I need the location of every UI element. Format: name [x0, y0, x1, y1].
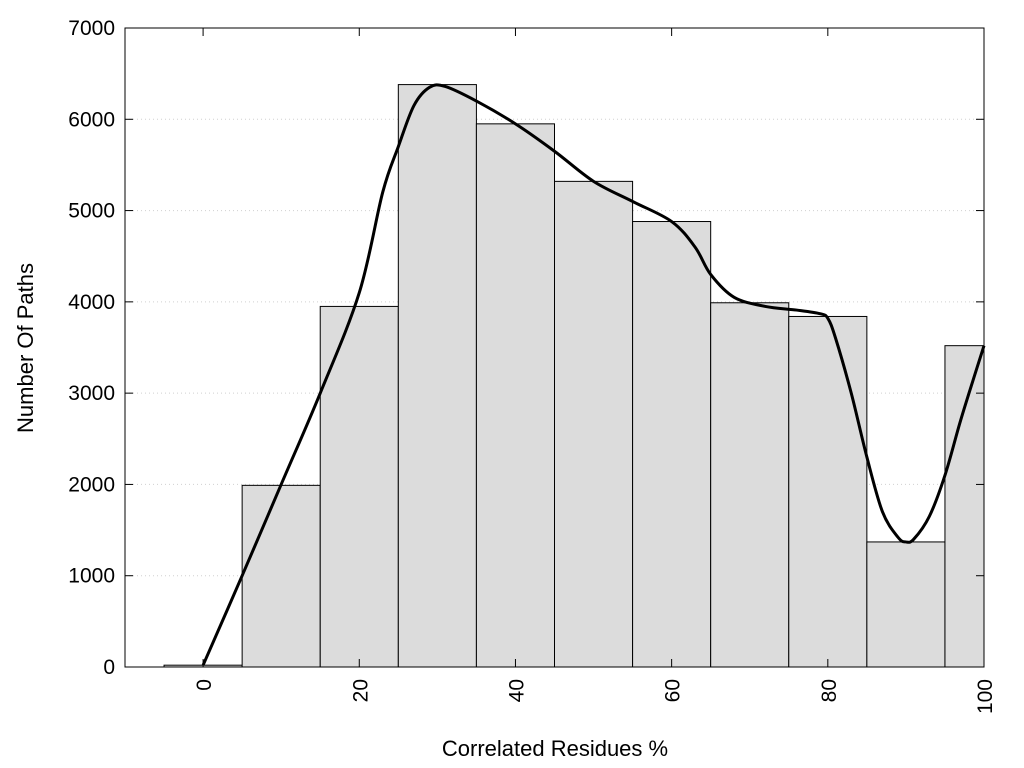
y-tick-label: 1000 — [68, 565, 115, 588]
histogram-bar — [866, 541, 946, 668]
histogram-bar — [319, 305, 399, 668]
histogram-bar — [944, 345, 985, 668]
y-tick-label: 7000 — [68, 17, 115, 40]
x-tick-label: 20 — [349, 679, 372, 702]
y-axis-ticks: 0 1000 2000 3000 4000 5000 6000 7000 — [68, 17, 984, 679]
smooth-curve — [201, 83, 986, 666]
y-axis-label: Number Of Paths — [13, 263, 38, 433]
x-tick-label: 0 — [193, 679, 216, 691]
histogram-bar — [475, 123, 555, 668]
x-tick-label: 80 — [818, 679, 841, 702]
x-tick-label: 60 — [662, 679, 685, 702]
histogram-bar — [788, 315, 868, 668]
x-axis-label: Correlated Residues % — [442, 736, 668, 761]
x-tick-label: 100 — [974, 679, 997, 714]
histogram-bars — [163, 84, 985, 668]
x-tick-label: 40 — [505, 679, 528, 702]
y-tick-label: 3000 — [68, 382, 115, 405]
y-tick-label: 2000 — [68, 473, 115, 496]
histogram-bar — [554, 180, 634, 668]
smooth-curve-line — [201, 83, 986, 666]
histogram-bar — [632, 221, 712, 668]
y-tick-label: 4000 — [68, 291, 115, 314]
y-tick-label: 0 — [103, 656, 115, 679]
histogram-bar — [241, 484, 321, 668]
x-axis-ticks: 0 20 40 60 80 100 — [193, 28, 997, 714]
histogram-bar — [710, 302, 790, 668]
y-tick-label: 6000 — [68, 108, 115, 131]
y-tick-label: 5000 — [68, 200, 115, 223]
histogram-bar — [397, 84, 477, 668]
plot-frame — [124, 27, 985, 668]
